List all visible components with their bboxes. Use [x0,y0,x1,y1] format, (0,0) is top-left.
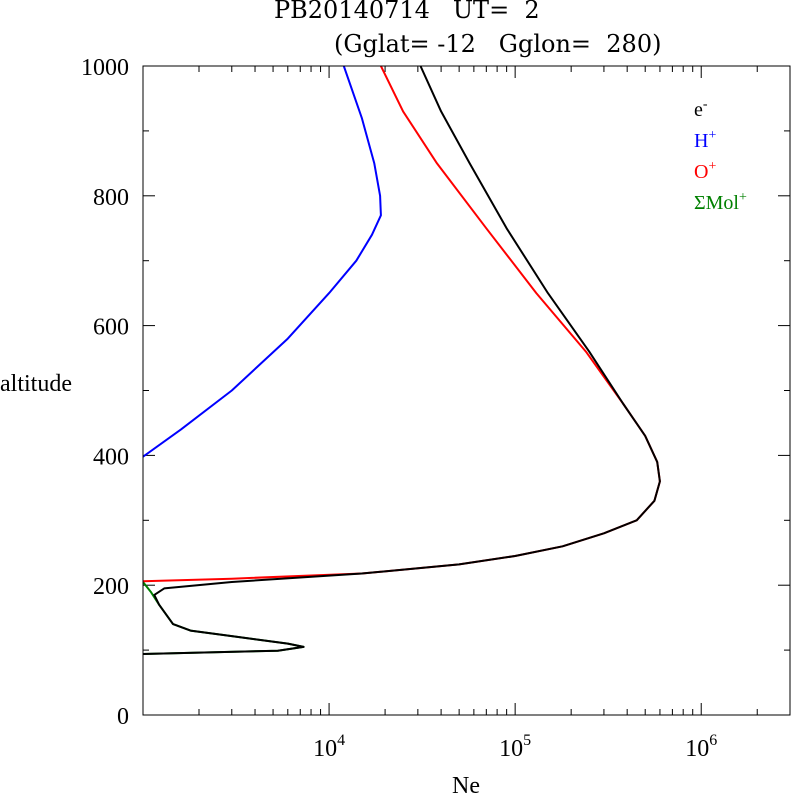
legend-entry: ΣMol+ [694,190,747,214]
y-tick-labels: 0 200 400 600 800 1000 [81,55,129,730]
plot-frame [142,65,791,716]
x-axis-label: Ne [452,773,480,795]
x-tick-label: 105 [499,732,531,762]
x-tick-label: 106 [685,732,717,762]
x-tick-label: 104 [313,732,345,762]
y-tick-label: 400 [93,444,129,470]
series-lines [143,66,661,655]
y-tick-label: 1000 [81,55,129,81]
series-line-3 [143,66,661,583]
chart-title: PB20140714 UT= 2 [274,0,540,24]
y-tick-label: 600 [93,315,129,341]
y-axis-label: altitude [0,371,72,397]
series-line-2 [143,66,382,458]
y-tick-label: 200 [93,574,129,600]
x-tick-labels: 104 105 106 [313,732,717,762]
minor-ticks [143,66,791,715]
major-ticks [143,65,790,716]
chart-subtitle: (Gglat= -12 Gglon= 280) [334,30,662,58]
y-tick-label: 800 [93,185,129,211]
legend-entry: e- [694,97,708,121]
series-line-1 [143,66,661,655]
legend: e- H+ O+ ΣMol+ [694,97,747,214]
legend-entry: H+ [694,128,716,152]
y-tick-label: 0 [117,704,129,730]
legend-entry: O+ [694,159,716,183]
